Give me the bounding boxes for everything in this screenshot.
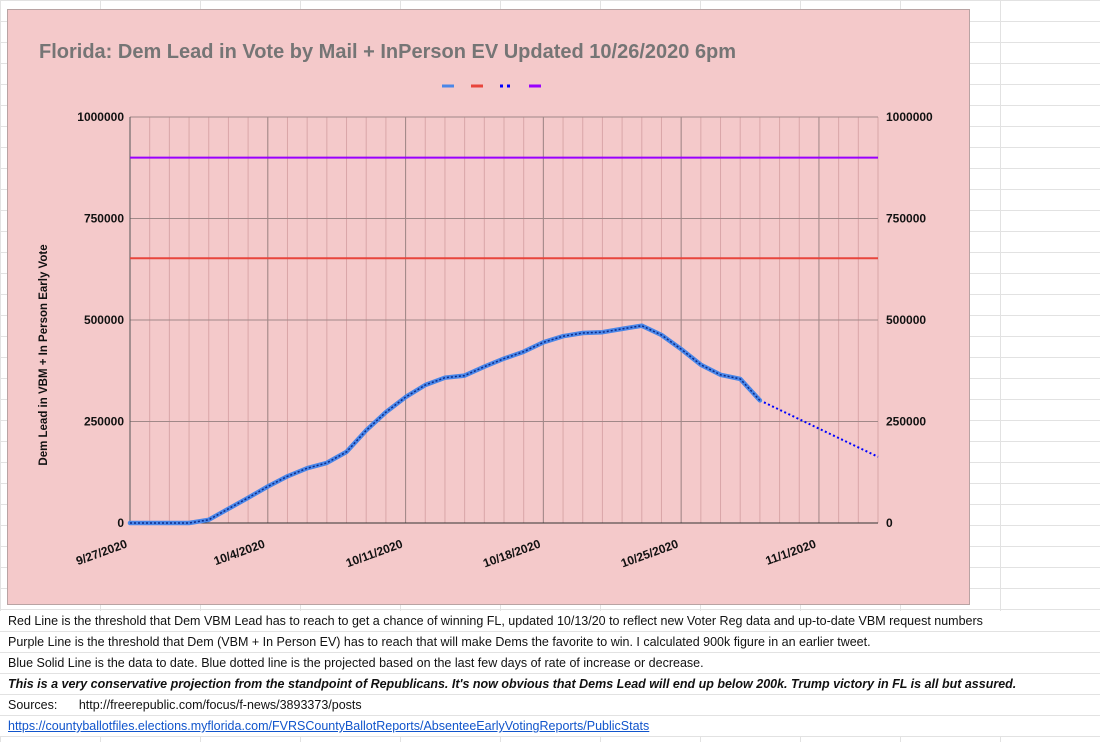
y-tick-label-right: 500000 <box>886 313 926 327</box>
series-layer <box>127 156 879 526</box>
note-red-line: Red Line is the threshold that Dem VBM L… <box>0 611 1100 632</box>
y-tick-label-right: 750000 <box>886 212 926 226</box>
link-row: https://countyballotfiles.elections.myfl… <box>0 716 1100 737</box>
chart-title: Florida: Dem Lead in Vote by Mail + InPe… <box>39 41 736 63</box>
x-tick-label: 10/4/2020 <box>212 537 267 569</box>
note-blue-line: Blue Solid Line is the data to date. Blu… <box>0 653 1100 674</box>
stats-link[interactable]: https://countyballotfiles.elections.myfl… <box>8 719 650 733</box>
sources-label: Sources: <box>8 698 58 712</box>
x-tick-label: 10/25/2020 <box>619 537 681 571</box>
series-line-blue-dotted <box>759 399 879 458</box>
y-tick-label-left: 750000 <box>84 212 124 226</box>
y-tick-label-left: 250000 <box>84 415 124 429</box>
note-projection: This is a very conservative projection f… <box>0 674 1100 695</box>
x-tick-label: 10/18/2020 <box>481 537 543 571</box>
series-line-blue-solid-overlay <box>130 324 761 524</box>
line-chart: Florida: Dem Lead in Vote by Mail + InPe… <box>38 41 933 571</box>
y-tick-label-left: 500000 <box>84 313 124 327</box>
y-tick-label-left: 0 <box>117 516 124 530</box>
y-tick-label-right: 250000 <box>886 415 926 429</box>
chart-container[interactable]: Florida: Dem Lead in Vote by Mail + InPe… <box>7 9 970 605</box>
x-tick-label: 9/27/2020 <box>74 537 129 569</box>
note-purple-line: Purple Line is the threshold that Dem (V… <box>0 632 1100 653</box>
y-tick-label-right: 0 <box>886 516 893 530</box>
sources-url: http://freerepublic.com/focus/f-news/389… <box>78 698 362 712</box>
y-tick-label-left: 1000000 <box>77 110 124 124</box>
x-tick-label: 10/11/2020 <box>344 537 405 571</box>
y-tick-label-right: 1000000 <box>886 110 933 124</box>
notes-section: Red Line is the threshold that Dem VBM L… <box>0 611 1100 737</box>
gridlines <box>129 116 879 524</box>
sources-row: Sources: http://freerepublic.com/focus/f… <box>0 695 1100 716</box>
x-tick-label: 11/1/2020 <box>764 537 819 568</box>
y-axis-label: Dem Lead in VBM + In Person Early Vote <box>38 244 50 465</box>
